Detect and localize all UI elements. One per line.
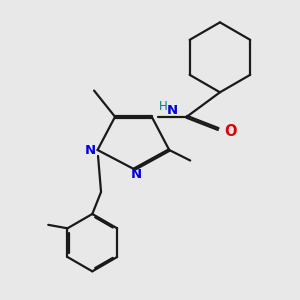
Text: N: N <box>167 104 178 117</box>
Text: H: H <box>159 100 167 113</box>
Text: N: N <box>130 168 142 181</box>
Text: N: N <box>85 143 96 157</box>
Text: O: O <box>224 124 236 139</box>
